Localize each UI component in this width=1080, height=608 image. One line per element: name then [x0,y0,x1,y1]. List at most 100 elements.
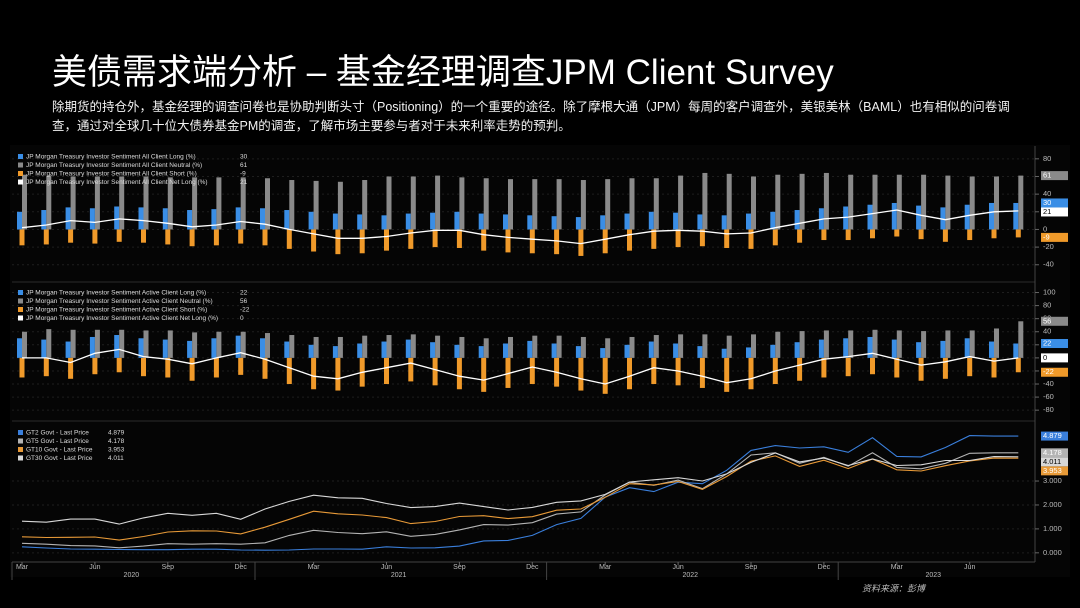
bar [162,208,168,230]
legend-value: 21 [240,179,248,186]
bar [384,229,389,251]
bar [627,357,632,390]
bar [799,173,805,230]
bar [357,214,363,230]
bar [213,357,219,378]
bar [187,210,193,230]
bar [602,229,608,254]
bar [41,339,47,358]
bar [748,229,754,249]
bar [894,229,900,237]
bar [896,330,902,358]
bar [143,176,149,230]
x-tick-label: Sep [453,564,466,571]
bar [332,346,338,358]
bar [918,357,924,381]
bar [678,175,684,230]
legend-swatch [18,315,23,321]
x-tick-label: Jun [381,564,392,571]
legend-swatch [18,438,23,444]
bar [940,207,946,230]
value-tag-label: -9 [1043,232,1050,241]
bar [916,342,922,358]
bar [189,229,195,247]
bar [286,357,292,385]
x-tick-label: Mar [16,564,29,571]
value-tag [1041,353,1068,363]
legend-label: GT2 Govt - Last Price [26,430,89,437]
bar [702,172,708,230]
y-tick-label: -40 [1043,260,1054,269]
bar [435,175,441,230]
bar [605,179,611,230]
x-tick-label: Sep [162,564,175,571]
bar [532,179,538,230]
value-tag [1041,198,1068,208]
bar [141,357,146,377]
legend-label: JP Morgan Treasury Investor Sentiment Ac… [26,307,207,314]
bar [556,179,562,230]
bar [556,335,562,358]
bar [41,210,47,230]
bar [775,331,781,358]
bar [22,331,27,358]
bar [505,357,511,388]
bar [289,335,295,358]
slide-title: 美债需求端分析 – 基金经理调查JPM Client Survey [52,53,834,92]
legend-label: JP Morgan Treasury Investor Sentiment Al… [26,171,197,178]
bar [699,357,705,388]
bar [192,332,198,358]
bar [189,357,195,381]
bar [405,339,411,358]
bar [964,204,970,230]
value-tag [1041,207,1068,217]
bar [216,331,222,358]
bar [551,343,557,358]
bar [551,216,557,230]
bar [410,334,416,358]
bar [68,357,74,379]
bar [22,174,27,230]
bar [967,357,973,377]
bar [891,202,897,230]
bar [46,329,52,358]
bar [605,338,611,358]
legend-value: 30 [240,154,248,161]
legend-swatch [18,162,23,168]
y-tick-label: 100 [1043,288,1056,297]
bar [68,229,74,243]
value-tag-label: 4.011 [1043,457,1061,466]
bar [238,357,244,375]
bar [505,229,511,253]
bar [967,229,973,241]
bar [1018,321,1024,358]
bar [653,335,659,358]
bar [843,206,849,230]
bar [991,357,997,378]
value-tag-label: -22 [1043,367,1054,376]
bar [284,341,290,358]
bar [332,213,338,230]
bar [772,229,778,246]
bar [821,357,827,378]
year-label: 2021 [391,572,407,579]
bar [629,178,635,230]
x-tick-label: Jun [964,564,975,571]
legend-swatch [18,298,23,304]
legend-value: 0 [240,315,244,322]
legend-value: 56 [240,298,248,305]
bar [459,177,465,230]
bar [964,338,970,358]
bar [580,336,586,358]
y-tick-label: 0 [1043,224,1047,233]
y-tick-label: -20 [1043,242,1054,251]
bar [945,330,951,358]
bar [89,336,95,358]
bar [673,343,679,358]
bar [651,357,657,385]
y-tick-label: 40 [1043,327,1051,336]
bar [454,344,460,358]
bar [653,178,659,230]
bar [386,335,392,358]
